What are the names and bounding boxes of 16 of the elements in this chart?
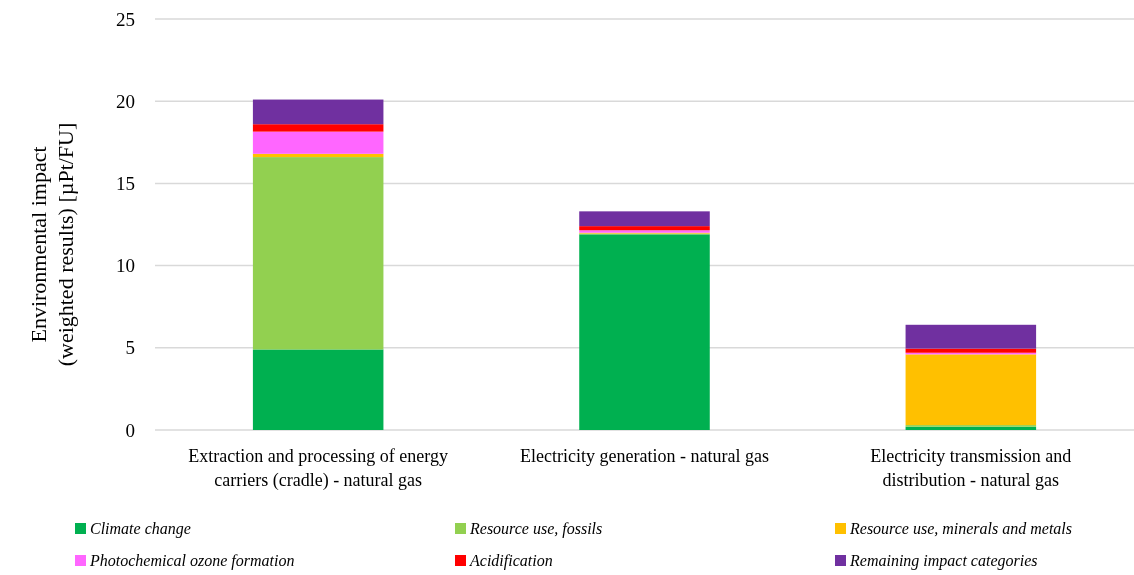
legend-label: Remaining impact categories — [849, 552, 1038, 570]
legend-label: Resource use, minerals and metals — [849, 520, 1073, 537]
x-tick-label: Electricity generation - natural gas — [520, 446, 769, 466]
y-axis-title: Environmental impact (weighted results) [µPt/FU] — [26, 122, 78, 367]
x-tick-label: Extraction and processing of energy carriers (cradle) - natural gas — [188, 446, 448, 491]
y-tick-label: 0 — [125, 419, 135, 441]
legend-label: Photochemical ozone formation — [89, 552, 295, 570]
legend-label: Acidification — [469, 552, 553, 570]
legend-label: Climate change — [90, 520, 191, 538]
y-tick-label: 25 — [116, 8, 135, 30]
legend-label: Resource use, fossils — [469, 520, 603, 538]
x-tick-label: Electricity transmission and distribution - natural gas — [870, 446, 1072, 490]
y-tick-label: 5 — [125, 337, 135, 359]
y-tick-label: 10 — [116, 255, 135, 277]
y-tick-label: 15 — [116, 173, 135, 195]
y-tick-label: 20 — [116, 90, 135, 112]
